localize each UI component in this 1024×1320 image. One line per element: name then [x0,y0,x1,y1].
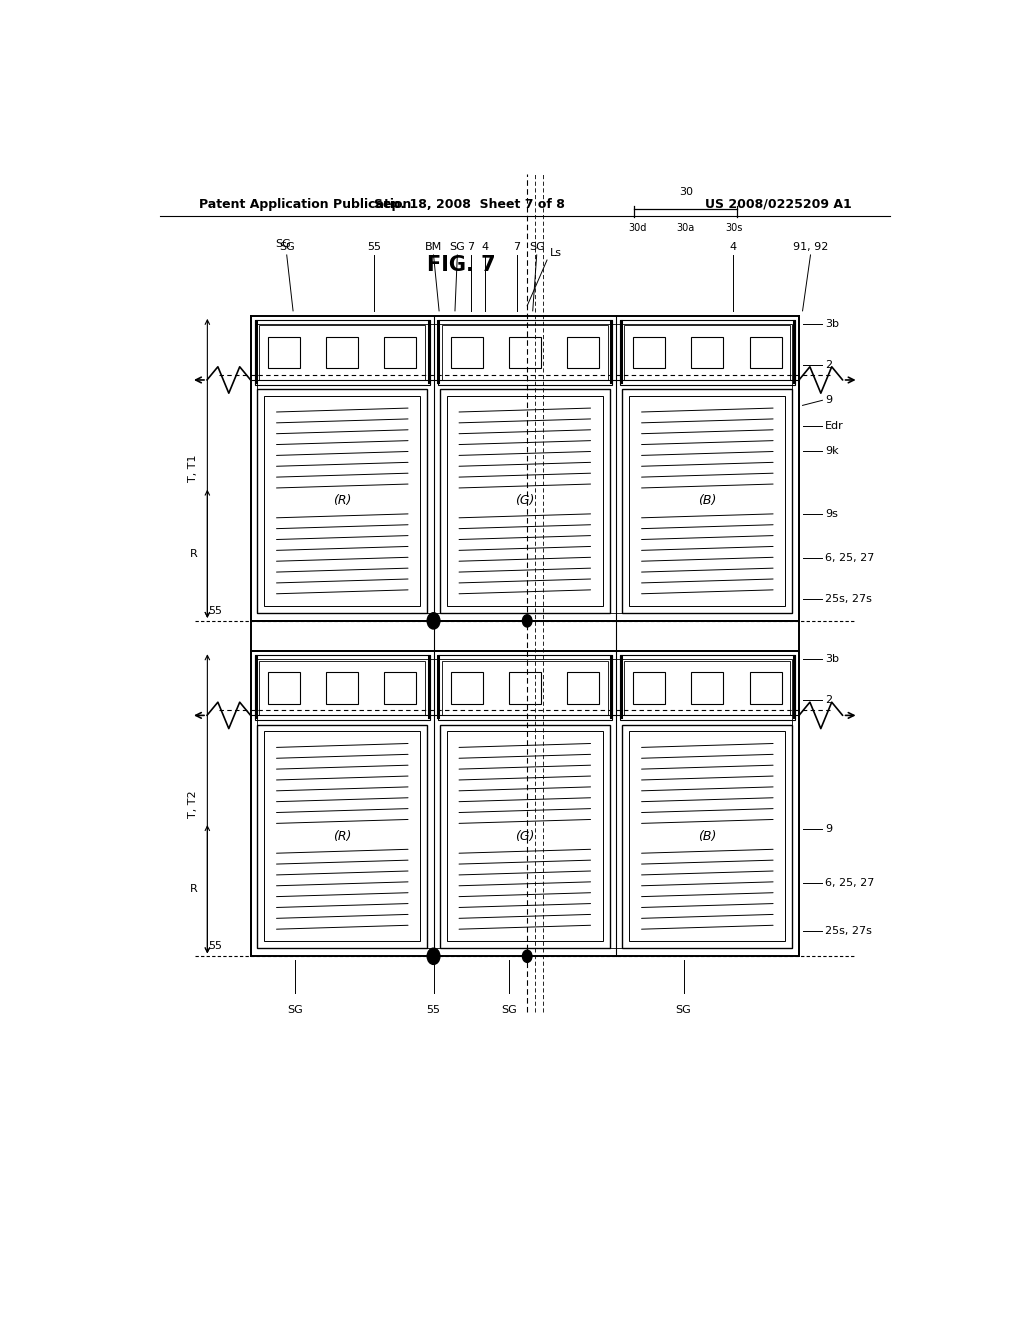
Text: SG: SG [501,1005,517,1015]
Circle shape [522,950,531,962]
Bar [691,337,723,368]
Bar [437,656,612,721]
Text: SG: SG [528,242,545,252]
Text: 9k: 9k [824,446,839,457]
Bar [625,660,791,715]
Text: 30a: 30a [677,223,695,234]
Text: US 2008/0225209 A1: US 2008/0225209 A1 [706,198,852,211]
Bar [633,672,666,704]
Bar [327,337,358,368]
Bar [691,672,723,704]
Text: Sep. 18, 2008  Sheet 7 of 8: Sep. 18, 2008 Sheet 7 of 8 [374,198,564,211]
Bar [251,651,799,956]
Text: 91, 92: 91, 92 [793,242,828,252]
Text: 9: 9 [824,824,831,834]
Bar [437,319,612,385]
Bar [440,725,609,948]
Text: 55: 55 [208,606,222,615]
Text: 4: 4 [729,242,736,252]
Bar [633,337,666,368]
Text: 9s: 9s [824,510,838,519]
Text: 55: 55 [427,1005,440,1015]
Text: Patent Application Publication: Patent Application Publication [200,198,412,211]
Bar [567,337,599,368]
Text: 2: 2 [824,360,831,370]
Bar [750,672,781,704]
Bar [620,319,795,385]
Bar [629,396,785,606]
Bar [451,337,482,368]
Bar [257,389,427,612]
Bar [259,325,425,380]
Text: FIG. 7: FIG. 7 [427,255,496,275]
Bar [442,325,607,380]
Text: 30d: 30d [629,223,647,234]
Text: 25s, 27s: 25s, 27s [824,925,871,936]
Text: T, T2: T, T2 [187,789,198,817]
Text: SG: SG [274,239,291,249]
Circle shape [427,612,440,630]
Bar [257,660,793,948]
Bar [257,325,793,612]
Text: 4: 4 [481,242,488,252]
Bar [264,731,421,941]
Bar [451,672,482,704]
Text: (B): (B) [698,495,717,507]
Bar [446,731,603,941]
Text: R: R [190,884,198,894]
Text: 2: 2 [824,696,831,705]
Text: Edr: Edr [824,421,844,430]
Bar [259,660,425,715]
Text: 6, 25, 27: 6, 25, 27 [824,553,874,562]
Text: 25s, 27s: 25s, 27s [824,594,871,603]
Text: (G): (G) [515,495,535,507]
Bar [629,731,785,941]
Bar [625,325,791,380]
Text: SG: SG [287,1005,302,1015]
Bar [384,672,417,704]
Text: 30: 30 [679,187,693,197]
Text: (B): (B) [698,830,717,843]
Circle shape [427,948,440,965]
Text: SG: SG [676,1005,691,1015]
Bar [446,396,603,606]
Bar [623,725,793,948]
Bar [268,672,300,704]
Text: SG: SG [279,242,295,252]
Bar [440,389,609,612]
Bar [509,337,541,368]
Bar [251,315,799,620]
Text: BM: BM [425,242,442,252]
Text: 7: 7 [467,242,474,252]
Text: 55: 55 [208,941,222,952]
Bar [384,337,417,368]
Bar [264,396,421,606]
Text: R: R [190,549,198,558]
Text: (R): (R) [333,495,351,507]
Bar [268,337,300,368]
Text: 3b: 3b [824,319,839,329]
Text: SG: SG [450,242,465,252]
Bar [255,319,430,385]
Bar [623,389,793,612]
Bar [750,337,781,368]
Bar [567,672,599,704]
Text: Ls: Ls [550,248,561,257]
Bar [442,660,607,715]
Text: T, T1: T, T1 [187,454,198,482]
Text: 7: 7 [513,242,520,252]
Text: 30s: 30s [726,223,743,234]
Text: 3b: 3b [824,655,839,664]
Text: 9: 9 [824,395,831,405]
Bar [257,725,427,948]
Bar [255,656,430,721]
Text: (R): (R) [333,830,351,843]
Text: 55: 55 [367,242,381,252]
Bar [509,672,541,704]
Circle shape [522,615,531,627]
Text: (G): (G) [515,830,535,843]
Bar [620,656,795,721]
Text: 6, 25, 27: 6, 25, 27 [824,878,874,888]
Bar [327,672,358,704]
